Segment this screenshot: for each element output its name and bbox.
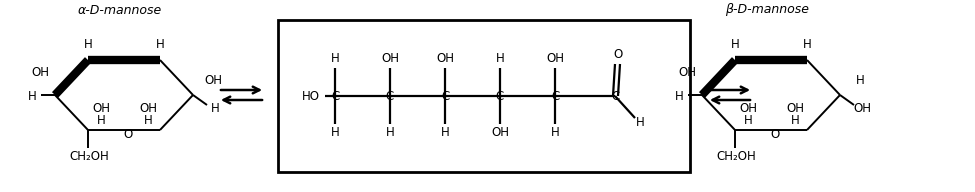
- Text: O: O: [613, 47, 623, 60]
- Text: C: C: [611, 89, 619, 103]
- Text: H: H: [744, 114, 753, 127]
- Text: β-D-mannose: β-D-mannose: [725, 3, 809, 17]
- Text: OH: OH: [491, 127, 509, 140]
- Bar: [278, 20, 690, 172]
- Text: OH: OH: [546, 52, 564, 65]
- Text: OH: OH: [204, 74, 222, 88]
- Text: H: H: [211, 103, 219, 116]
- Text: H: H: [97, 114, 105, 127]
- Text: CH₂OH: CH₂OH: [69, 151, 109, 164]
- Text: H: H: [84, 39, 93, 51]
- Text: H: H: [730, 39, 739, 51]
- Text: OH: OH: [739, 103, 757, 116]
- Text: H: H: [636, 117, 644, 129]
- Text: C: C: [441, 89, 449, 103]
- Text: C: C: [551, 89, 559, 103]
- Text: OH: OH: [678, 66, 696, 79]
- Text: H: H: [856, 74, 865, 88]
- Text: HO: HO: [302, 89, 320, 103]
- Text: OH: OH: [853, 103, 871, 116]
- Text: α-D-mannose: α-D-mannose: [78, 3, 162, 17]
- Text: O: O: [124, 127, 133, 141]
- Text: OH: OH: [31, 66, 49, 79]
- Text: H: H: [791, 114, 799, 127]
- Text: CH₂OH: CH₂OH: [716, 151, 756, 164]
- Text: OH: OH: [92, 103, 110, 116]
- Text: H: H: [156, 39, 165, 51]
- Text: OH: OH: [381, 52, 399, 65]
- Text: H: H: [495, 52, 504, 65]
- Text: C: C: [386, 89, 394, 103]
- Text: OH: OH: [786, 103, 804, 116]
- Text: OH: OH: [436, 52, 454, 65]
- Text: H: H: [331, 127, 339, 140]
- Text: OH: OH: [139, 103, 157, 116]
- Text: H: H: [441, 127, 449, 140]
- Text: C: C: [496, 89, 504, 103]
- Text: H: H: [386, 127, 394, 140]
- Text: H: H: [331, 52, 339, 65]
- Text: H: H: [27, 89, 36, 103]
- Text: H: H: [143, 114, 152, 127]
- Text: H: H: [675, 89, 683, 103]
- Text: O: O: [770, 127, 780, 141]
- Text: C: C: [331, 89, 339, 103]
- Text: H: H: [802, 39, 811, 51]
- Text: H: H: [551, 127, 560, 140]
